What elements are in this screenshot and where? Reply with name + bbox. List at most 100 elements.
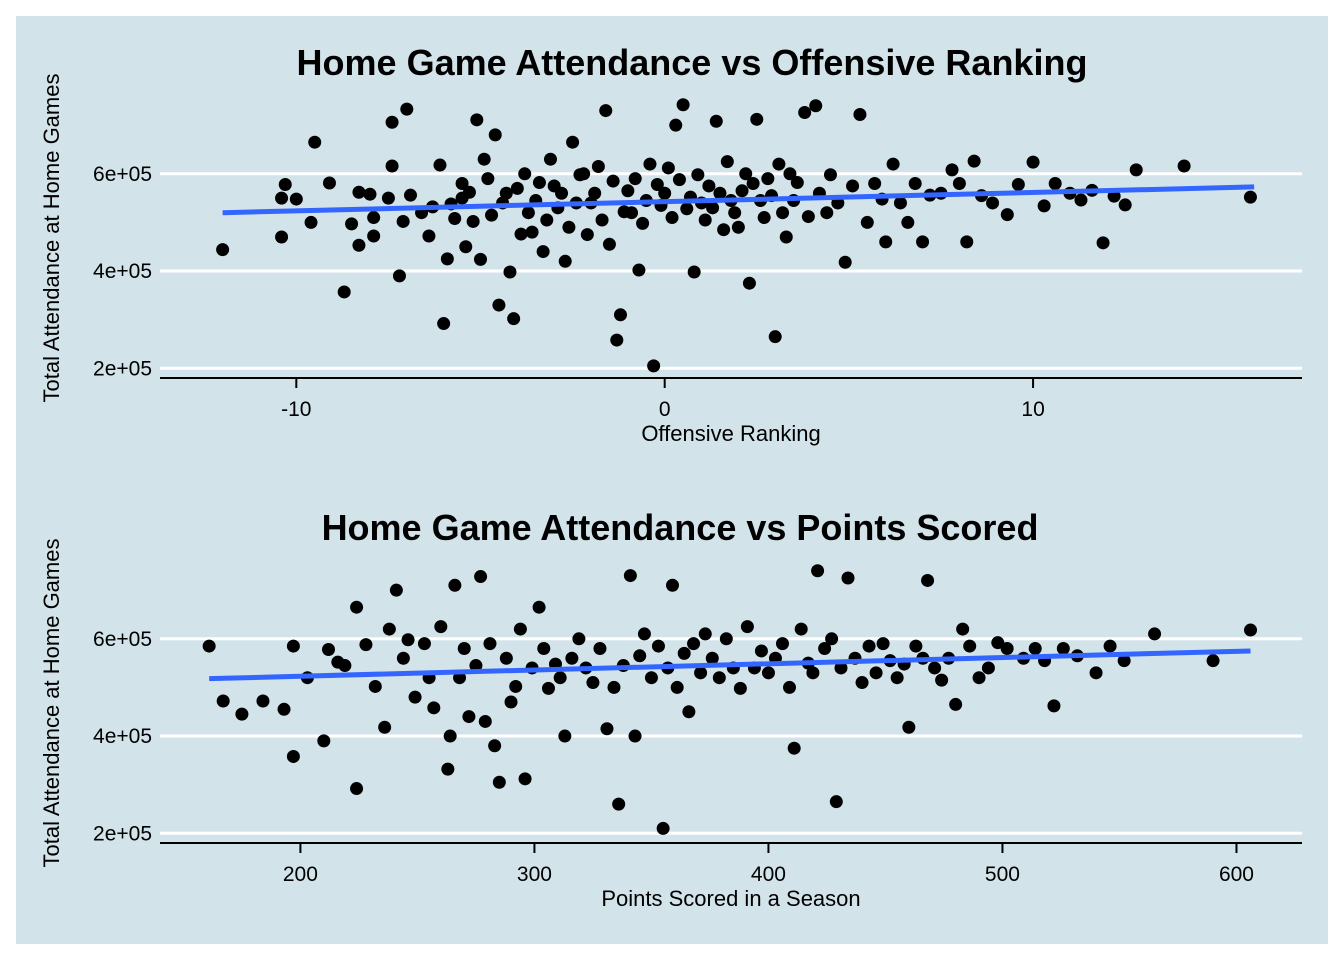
data-point — [455, 177, 469, 191]
data-point — [543, 152, 557, 166]
data-point — [787, 741, 801, 755]
data-point — [1243, 190, 1257, 204]
data-point — [846, 179, 860, 193]
data-point — [643, 157, 657, 171]
data-point — [728, 206, 742, 220]
x-tick-label: 300 — [517, 863, 552, 886]
data-point — [488, 739, 502, 753]
data-point — [644, 671, 658, 685]
data-point — [834, 661, 848, 675]
data-point — [735, 184, 749, 198]
data-point — [935, 673, 949, 687]
data-point — [868, 177, 882, 191]
data-point — [886, 157, 900, 171]
data-point — [956, 622, 970, 636]
data-point — [433, 158, 447, 172]
data-point — [706, 201, 720, 215]
data-point — [665, 578, 679, 592]
data-point — [396, 651, 410, 665]
data-point — [720, 155, 734, 169]
data-point — [600, 722, 614, 736]
data-point — [275, 230, 289, 244]
data-point — [602, 237, 616, 251]
data-point — [537, 642, 551, 656]
data-point — [532, 176, 546, 190]
x-tick-label: 600 — [1219, 863, 1254, 886]
data-point — [469, 659, 483, 673]
data-point — [862, 639, 876, 653]
data-point — [705, 651, 719, 665]
data-point — [378, 720, 392, 734]
data-point — [485, 208, 499, 222]
chart-1-title: Home Game Attendance vs Offensive Rankin… — [297, 42, 1088, 83]
data-point — [216, 694, 230, 708]
data-point — [677, 646, 691, 660]
data-point — [577, 167, 591, 181]
data-point — [916, 235, 930, 249]
data-point — [687, 637, 701, 651]
data-point — [841, 571, 855, 585]
data-point — [509, 679, 523, 693]
y-tick-label: 6e+05 — [93, 628, 152, 651]
data-point — [879, 235, 893, 249]
data-point — [739, 167, 753, 181]
data-point — [1148, 627, 1162, 641]
data-point — [625, 206, 639, 220]
data-point — [382, 622, 396, 636]
data-point — [401, 633, 415, 647]
data-point — [216, 243, 230, 257]
data-point — [779, 230, 793, 244]
data-point — [606, 174, 620, 188]
data-point — [680, 202, 694, 216]
data-point — [513, 622, 527, 636]
data-point — [790, 176, 804, 190]
data-point — [952, 177, 966, 191]
data-point — [853, 107, 867, 121]
data-point — [473, 252, 487, 266]
data-point — [367, 229, 381, 243]
data-point — [698, 213, 712, 227]
data-point — [481, 172, 495, 186]
data-point — [437, 317, 451, 331]
data-point — [256, 694, 270, 708]
data-point — [483, 637, 497, 651]
data-point — [518, 772, 532, 786]
data-point — [541, 681, 555, 695]
data-point — [658, 186, 672, 200]
data-point — [1244, 623, 1258, 637]
data-point — [1028, 642, 1042, 656]
data-point — [1103, 639, 1117, 653]
data-point — [855, 676, 869, 690]
data-point — [801, 210, 815, 224]
data-point — [1056, 642, 1070, 656]
chart-1: Home Game Attendance vs Offensive Rankin… — [39, 42, 1302, 446]
data-point — [963, 639, 977, 653]
data-point — [588, 186, 602, 200]
data-point — [613, 308, 627, 322]
data-point — [687, 265, 701, 279]
data-point — [1089, 666, 1103, 680]
data-point — [893, 196, 907, 210]
data-point — [553, 671, 567, 685]
data-point — [945, 163, 959, 177]
data-point — [1026, 155, 1040, 169]
data-point — [448, 212, 462, 226]
data-point — [1000, 642, 1014, 656]
data-point — [350, 782, 364, 796]
chart-1-x-axis-label: Offensive Ranking — [641, 421, 820, 446]
x-tick-label: 10 — [1021, 398, 1044, 421]
data-point — [698, 627, 712, 641]
data-point — [637, 627, 651, 641]
chart-2-title: Home Game Attendance vs Points Scored — [322, 507, 1039, 548]
data-point — [860, 215, 874, 229]
data-point — [352, 185, 366, 199]
data-point — [731, 220, 745, 234]
data-point — [972, 671, 986, 685]
data-point — [1177, 159, 1191, 173]
data-point — [746, 177, 760, 191]
x-tick-label: 0 — [659, 398, 671, 421]
data-point — [235, 707, 249, 721]
data-point — [345, 217, 359, 231]
data-point — [385, 115, 399, 129]
data-point — [633, 649, 647, 663]
